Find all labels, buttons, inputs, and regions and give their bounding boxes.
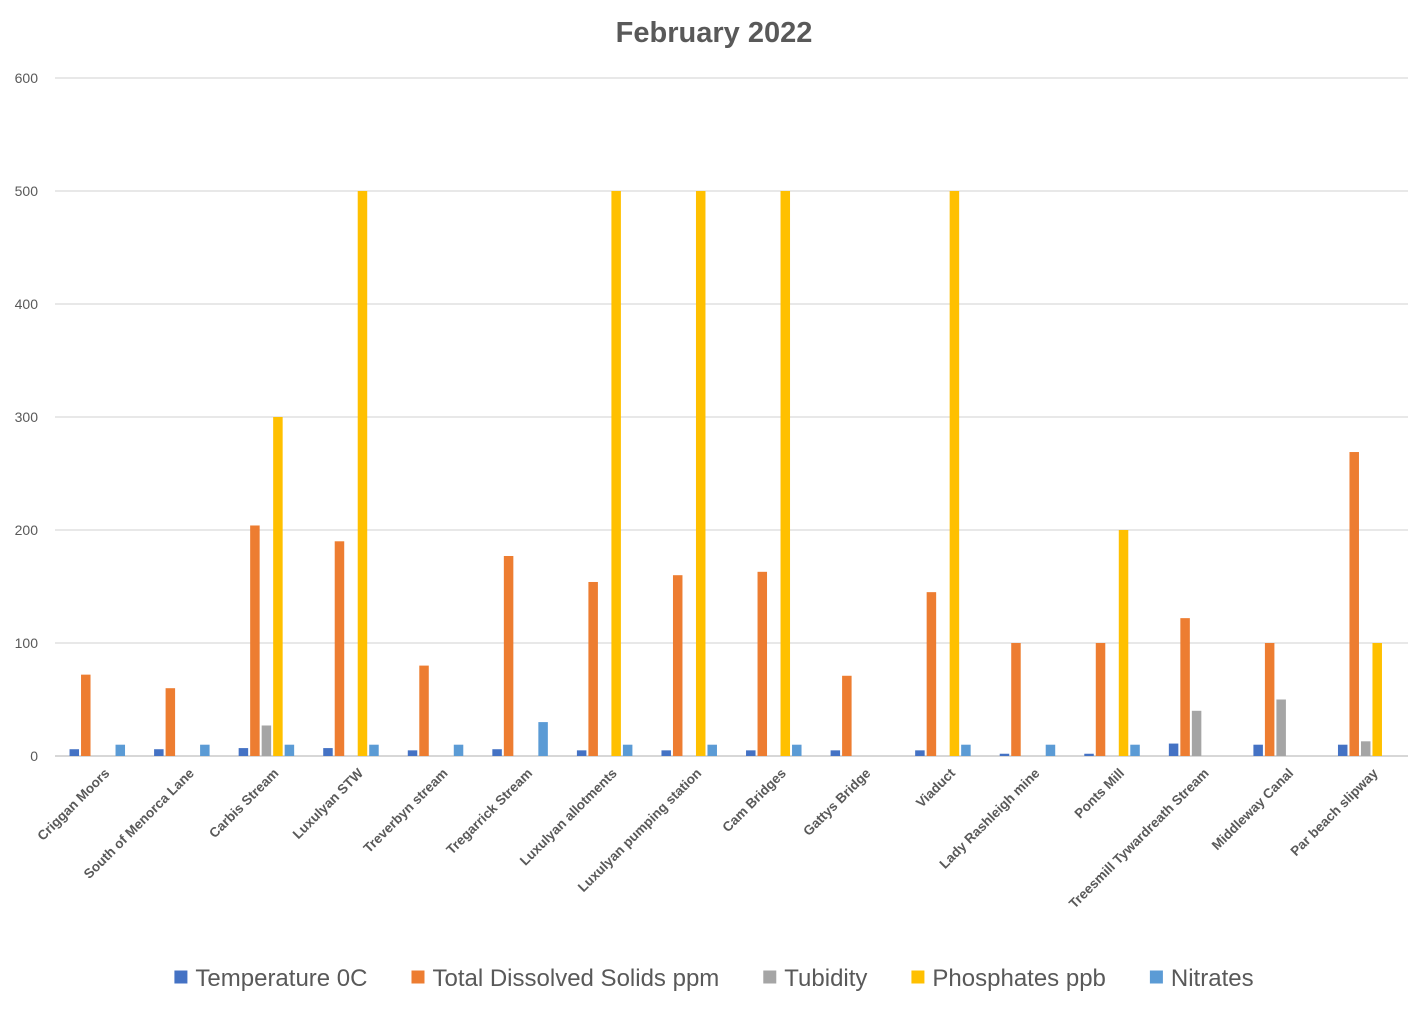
bar xyxy=(81,674,91,756)
y-tick-label: 0 xyxy=(30,748,38,764)
bar xyxy=(407,750,418,756)
legend-swatch xyxy=(1149,970,1163,984)
bar xyxy=(999,753,1010,756)
legend-swatch xyxy=(763,970,777,984)
bar xyxy=(622,744,633,756)
bar xyxy=(323,748,333,756)
x-tick-label: Gattys Bridge xyxy=(800,765,874,839)
y-tick-label: 400 xyxy=(15,296,39,312)
bar xyxy=(695,191,706,756)
x-tick-label: Treesmill Tywardreath Stream xyxy=(1066,766,1212,912)
legend-label: Tubidity xyxy=(784,965,867,992)
legend-label: Nitrates xyxy=(1171,965,1254,992)
bar xyxy=(1264,643,1275,756)
bar xyxy=(154,749,164,756)
bar xyxy=(1130,744,1140,756)
bar xyxy=(250,525,260,756)
legend-label: Total Dissolved Solids ppm xyxy=(432,965,719,992)
bar xyxy=(200,744,210,756)
legend-item: Nitrates xyxy=(1149,965,1254,992)
bar xyxy=(672,575,683,756)
bar xyxy=(576,750,587,756)
bar xyxy=(334,541,345,756)
bar xyxy=(746,750,756,756)
legend-label: Temperature 0C xyxy=(195,965,367,992)
bar xyxy=(538,722,548,756)
bar xyxy=(1191,710,1202,756)
x-tick-label: Viaduct xyxy=(913,765,958,810)
bar xyxy=(284,744,295,756)
legend-swatch xyxy=(911,970,925,984)
y-tick-label: 300 xyxy=(15,409,39,425)
bar xyxy=(961,744,971,756)
bar xyxy=(492,749,502,756)
bar xyxy=(1045,744,1056,756)
legend-item: Tubidity xyxy=(763,965,867,992)
bar xyxy=(1276,699,1286,756)
y-tick-label: 600 xyxy=(15,70,39,86)
legend-item: Phosphates ppb xyxy=(911,965,1106,992)
bar xyxy=(238,748,249,756)
bar xyxy=(926,592,937,756)
x-tick-label: Middleway Canal xyxy=(1209,766,1297,854)
bar xyxy=(1349,452,1359,756)
bar xyxy=(273,417,283,756)
bar xyxy=(261,725,272,756)
x-tick-label: Luxulyan STW xyxy=(290,765,367,842)
bar xyxy=(503,555,514,756)
chart-title: February 2022 xyxy=(616,17,813,49)
bar xyxy=(915,750,925,756)
legend-label: Phosphates ppb xyxy=(932,965,1105,992)
bar xyxy=(1168,743,1179,756)
bar xyxy=(1360,741,1371,756)
bar xyxy=(1011,643,1021,756)
bar xyxy=(1084,753,1094,756)
x-tick-label: Criggan Moors xyxy=(34,766,112,844)
x-tick-label: Carbis Stream xyxy=(206,766,281,841)
y-tick-label: 200 xyxy=(15,522,39,538)
y-tick-label: 100 xyxy=(15,635,39,651)
x-tick-label: Treverbyn stream xyxy=(360,766,450,856)
bar xyxy=(792,744,802,756)
bar xyxy=(780,191,791,756)
bar xyxy=(1337,744,1348,756)
bar xyxy=(661,750,671,756)
legend-item: Temperature 0C xyxy=(174,965,367,992)
bar xyxy=(115,744,126,756)
bar xyxy=(69,749,80,756)
x-tick-label: Cam Bridges xyxy=(719,766,788,835)
y-axis: 0 100 200 300 400 500 600 xyxy=(15,70,39,764)
x-tick-label: Par beach slipway xyxy=(1287,765,1381,859)
x-tick-label: Ponts Mill xyxy=(1071,766,1127,822)
bar xyxy=(588,581,598,756)
legend-item: Total Dissolved Solids ppm xyxy=(411,965,719,992)
bar xyxy=(369,744,379,756)
bar xyxy=(830,750,841,756)
bar xyxy=(757,571,768,756)
bar xyxy=(357,191,368,756)
bar xyxy=(453,744,464,756)
bar xyxy=(165,688,176,756)
bar xyxy=(611,191,621,756)
x-tick-label: Luxulyan allotments xyxy=(517,766,620,869)
bar xyxy=(1180,618,1190,756)
bar xyxy=(1118,530,1129,756)
bar xyxy=(1095,643,1106,756)
legend: Temperature 0C Total Dissolved Solids ppm… xyxy=(174,965,1254,992)
bar xyxy=(707,744,717,756)
legend-swatch xyxy=(411,970,425,984)
legend-swatch xyxy=(174,970,188,984)
bar xyxy=(419,665,429,756)
bar xyxy=(949,191,960,756)
bar xyxy=(842,675,852,756)
bar xyxy=(1372,643,1382,756)
bar xyxy=(1253,744,1263,756)
bars xyxy=(69,191,1382,756)
y-tick-label: 500 xyxy=(15,183,39,199)
x-tick-label: Tregarrick Stream xyxy=(443,766,535,858)
